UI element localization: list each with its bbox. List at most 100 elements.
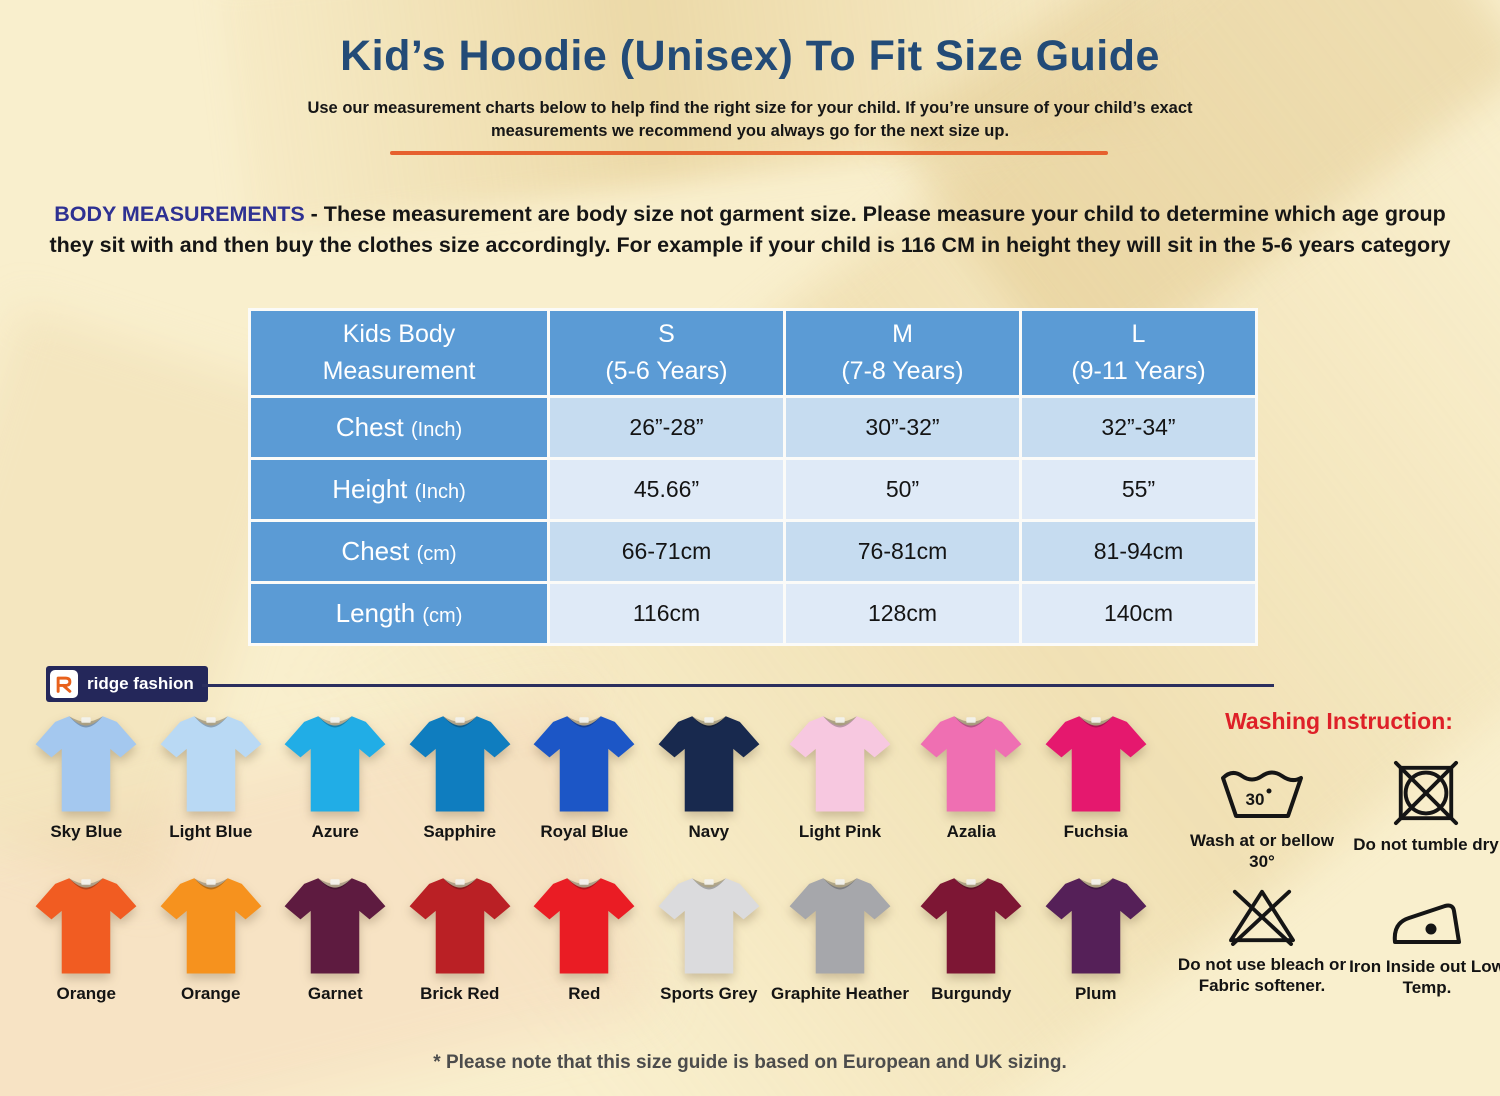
body-measurements-text: - These measurement are body size not ga… — [49, 202, 1451, 257]
washing-title: Washing Instruction: — [1225, 708, 1453, 734]
do-not-tumble-dry-icon — [1393, 760, 1459, 826]
cell-value: 55” — [1022, 460, 1255, 519]
row-label-unit: (cm) — [422, 605, 463, 627]
size-table-header-m: M (7-8 Years) — [786, 311, 1019, 395]
shirt-color-label: Royal Blue — [540, 822, 629, 841]
row-label-text: Chest — [341, 536, 410, 566]
tshirt-icon — [658, 878, 760, 974]
shirt-brick-red: Brick Red — [398, 868, 523, 1004]
tshirt-icon — [533, 716, 635, 812]
shirt-graphite-heather: Graphite Heather — [771, 868, 909, 1004]
do-not-bleach-icon — [1229, 889, 1295, 946]
shirt-orange-2: Orange — [149, 868, 274, 1004]
navy-divider — [202, 684, 1274, 687]
shirt-fuchsia: Fuchsia — [1033, 706, 1158, 842]
cell-value: 32”-34” — [1022, 398, 1255, 457]
table-row: Chest (cm) 66-71cm 76-81cm 81-94cm — [251, 522, 1255, 581]
row-label-text: Length — [335, 598, 416, 628]
cell-value: 30”-32” — [786, 398, 1019, 457]
row-label-text: Height — [332, 474, 408, 504]
shirt-color-label: Brick Red — [420, 984, 500, 1003]
shirt-color-label: Orange — [180, 984, 241, 1003]
header-line: Kids Body — [342, 319, 456, 348]
wash-item-iron-low: Iron Inside out Low Temp. — [1342, 896, 1500, 999]
shirt-color-label: Graphite Heather — [771, 984, 909, 1003]
shirt-color-label: Fuchsia — [1063, 822, 1128, 841]
iron-inside-out-icon — [1392, 903, 1461, 944]
cell-value: 66-71cm — [550, 522, 783, 581]
row-label-unit: (Inch) — [411, 419, 463, 441]
wash-at-30-icon: 30 — [1221, 770, 1303, 818]
tshirt-icon — [409, 878, 511, 974]
size-table-header-s: S (5-6 Years) — [550, 311, 783, 395]
shirt-red: Red — [522, 868, 647, 1004]
header-line: L — [1131, 319, 1146, 348]
orange-divider — [390, 151, 1108, 155]
shirt-sapphire: Sapphire — [398, 706, 523, 842]
header-line: S — [658, 319, 675, 348]
shirt-color-label: Navy — [688, 822, 730, 841]
tshirt-icon — [160, 716, 262, 812]
cell-value: 128cm — [786, 584, 1019, 643]
wash-item-label: Wash at or bellow 30° — [1190, 831, 1334, 872]
shirt-azure: Azure — [273, 706, 398, 842]
header-line: Measurement — [322, 357, 476, 385]
size-table-header-row: Kids Body Measurement S (5-6 Years) M (7… — [251, 311, 1255, 395]
wash-temp-label: 30 — [1246, 790, 1265, 809]
tshirt-icon — [284, 878, 386, 974]
tshirt-icon — [1045, 878, 1147, 974]
body-measurements-note: BODY MEASUREMENTS - These measurement ar… — [40, 199, 1460, 260]
wash-item-wash-30: 30 Wash at or bellow 30° — [1182, 764, 1342, 873]
tshirt-icon — [35, 878, 137, 974]
shirt-royal-blue: Royal Blue — [522, 706, 647, 842]
row-label-unit: (cm) — [416, 543, 457, 565]
header-line: (5-6 Years) — [605, 357, 728, 385]
shirt-color-label: Sports Grey — [660, 984, 758, 1003]
shirt-color-label: Light Blue — [169, 822, 253, 841]
shirt-color-label: Plum — [1074, 984, 1117, 1003]
page-title: Kid’s Hoodie (Unisex) To Fit Size Guide — [340, 32, 1160, 80]
table-row: Chest (Inch) 26”-28” 30”-32” 32”-34” — [251, 398, 1255, 457]
wash-item-label: Do not use bleach or Fabric softener. — [1177, 955, 1347, 996]
wash-item-no-tumble-dry: Do not tumble dry — [1346, 760, 1500, 855]
shirt-burgundy: Burgundy — [909, 868, 1034, 1004]
tshirt-icon — [1045, 716, 1147, 812]
ridge-fashion-r-icon — [50, 670, 78, 698]
row-label: Height (Inch) — [251, 460, 547, 519]
shirt-light-pink: Light Pink — [771, 706, 909, 842]
cell-value: 50” — [786, 460, 1019, 519]
footnote: * Please note that this size guide is ba… — [433, 1052, 1067, 1073]
shirt-azalia: Azalia — [909, 706, 1034, 842]
row-label-text: Chest — [335, 412, 404, 442]
shirt-color-label: Burgundy — [931, 984, 1012, 1003]
shirt-color-label: Garnet — [307, 984, 363, 1003]
wash-item-label: Do not tumble dry — [1353, 835, 1499, 854]
body-measurements-heading: BODY MEASUREMENTS — [54, 202, 305, 226]
shirt-orange-1: Orange — [24, 868, 149, 1004]
shirt-color-label: Orange — [56, 984, 117, 1003]
size-table: Kids Body Measurement S (5-6 Years) M (7… — [248, 308, 1258, 646]
color-swatch-grid: Sky Blue Light Blue Azure Sapphire Royal… — [24, 706, 1158, 1004]
tshirt-icon — [658, 716, 760, 812]
shirt-color-label: Light Pink — [798, 822, 882, 841]
table-row: Height (Inch) 45.66” 50” 55” — [251, 460, 1255, 519]
washing-instructions-panel: Washing Instruction: 30 Wash at or bello… — [1178, 708, 1500, 1048]
tshirt-icon — [920, 716, 1022, 812]
tshirt-icon — [284, 716, 386, 812]
tshirt-icon — [789, 878, 891, 974]
cell-value: 116cm — [550, 584, 783, 643]
shirt-color-label: Sky Blue — [50, 822, 123, 841]
tshirt-icon — [789, 716, 891, 812]
tshirt-icon — [35, 716, 137, 812]
header-line: (7-8 Years) — [841, 357, 964, 385]
cell-value: 45.66” — [550, 460, 783, 519]
shirt-color-label: Azalia — [946, 822, 996, 841]
shirt-sky-blue: Sky Blue — [24, 706, 149, 842]
tshirt-icon — [533, 878, 635, 974]
tshirt-icon — [160, 878, 262, 974]
header-line: M — [892, 319, 913, 348]
row-label: Length (cm) — [251, 584, 547, 643]
tshirt-icon — [920, 878, 1022, 974]
shirt-color-label: Red — [568, 984, 601, 1003]
